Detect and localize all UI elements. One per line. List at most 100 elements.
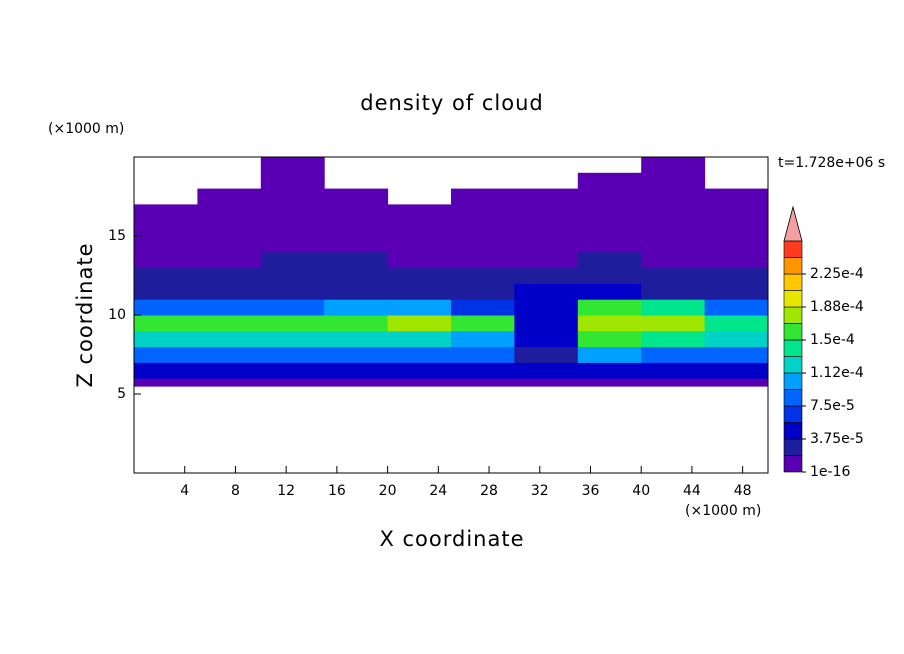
colorbar-band xyxy=(783,290,803,308)
field-cell xyxy=(260,330,325,348)
colorbar-label: 1.88e-4 xyxy=(810,299,864,315)
field-cell xyxy=(451,315,515,332)
field-cell xyxy=(704,378,769,387)
field-cell xyxy=(260,362,325,379)
field-cell xyxy=(641,157,706,174)
field-cell xyxy=(134,378,198,387)
field-cell xyxy=(197,267,262,284)
x-tick-label: 16 xyxy=(328,483,346,499)
field-cell xyxy=(324,220,389,237)
field-cell xyxy=(324,362,389,379)
field-cell xyxy=(514,204,579,221)
field-cell xyxy=(704,315,769,332)
field-cell xyxy=(197,315,262,332)
field-cell xyxy=(324,315,389,332)
y-axis-label: Z coordinate xyxy=(73,242,97,387)
x-tick-label: 8 xyxy=(231,483,240,499)
field-cell xyxy=(260,172,325,190)
colorbar-band xyxy=(783,273,803,291)
field-cell xyxy=(134,204,198,221)
field-cell xyxy=(451,346,515,363)
field-cell xyxy=(577,204,642,221)
field-cell xyxy=(260,378,325,387)
field-cell xyxy=(134,283,198,300)
field-cell xyxy=(641,188,706,205)
colorbar-label: 1.5e-4 xyxy=(810,332,855,348)
field-cell xyxy=(577,330,642,348)
field-cell xyxy=(577,220,642,237)
field-cell xyxy=(387,346,452,363)
field-cell xyxy=(514,315,579,332)
field-cell xyxy=(260,315,325,332)
field-cell xyxy=(260,346,325,363)
field-cell xyxy=(134,251,198,269)
colorbar-band xyxy=(783,405,803,423)
field-cell xyxy=(134,315,198,332)
field-cell xyxy=(197,299,262,316)
field-cell xyxy=(704,236,769,253)
time-label: t=1.728e+06 s xyxy=(778,155,885,171)
field-cell xyxy=(514,251,579,269)
field-cell xyxy=(197,220,262,237)
field-cell xyxy=(704,204,769,221)
field-cell xyxy=(641,204,706,221)
y-unit: (×1000 m) xyxy=(48,121,124,137)
field-cell xyxy=(577,236,642,253)
field-cell xyxy=(260,204,325,221)
field-cell xyxy=(197,346,262,363)
colorbar-label: 3.75e-5 xyxy=(810,431,864,447)
field-cell xyxy=(577,346,642,363)
colorbar-band xyxy=(783,323,803,341)
field-cell xyxy=(577,283,642,300)
field-cell xyxy=(704,362,769,379)
field-cell xyxy=(387,236,452,253)
field-cell xyxy=(641,220,706,237)
colorbar-band xyxy=(783,389,803,407)
field-cell xyxy=(197,251,262,269)
colorbar-label: 1.12e-4 xyxy=(810,365,864,381)
field-cell xyxy=(451,188,515,205)
field-cell xyxy=(704,220,769,237)
field-cell xyxy=(514,330,579,348)
field-cell xyxy=(704,346,769,363)
field-cell xyxy=(324,251,389,269)
field-cell xyxy=(387,251,452,269)
field-cell xyxy=(387,315,452,332)
field-cell xyxy=(514,236,579,253)
field-cell xyxy=(387,283,452,300)
field-cell xyxy=(514,267,579,284)
field-cell xyxy=(514,283,579,300)
field-cell xyxy=(324,283,389,300)
field-cell xyxy=(641,172,706,190)
y-tick-label: 15 xyxy=(108,228,126,244)
field-cell xyxy=(260,251,325,269)
colorbar-label: 7.5e-5 xyxy=(810,398,855,414)
field-cell xyxy=(387,267,452,284)
field-cell xyxy=(197,204,262,221)
x-tick-label: 24 xyxy=(429,483,447,499)
x-tick-label: 48 xyxy=(734,483,752,499)
field-cell xyxy=(641,283,706,300)
field-cell xyxy=(260,299,325,316)
field-cell xyxy=(577,299,642,316)
field-cell xyxy=(577,315,642,332)
field-cell xyxy=(704,188,769,205)
field-cell xyxy=(577,362,642,379)
field-cell xyxy=(514,378,579,387)
field-cell xyxy=(134,362,198,379)
field-cell xyxy=(451,283,515,300)
field-cell xyxy=(134,330,198,348)
x-tick-label: 20 xyxy=(379,483,397,499)
field-cell xyxy=(260,220,325,237)
field-cell xyxy=(451,299,515,316)
field-cell xyxy=(451,362,515,379)
field-cell xyxy=(704,299,769,316)
colorbar-band xyxy=(783,372,803,390)
field-cell xyxy=(260,188,325,205)
field-cell xyxy=(641,378,706,387)
field-cell xyxy=(451,236,515,253)
colorbar-label: 2.25e-4 xyxy=(810,266,864,282)
field-cell xyxy=(197,378,262,387)
field-cell xyxy=(451,378,515,387)
